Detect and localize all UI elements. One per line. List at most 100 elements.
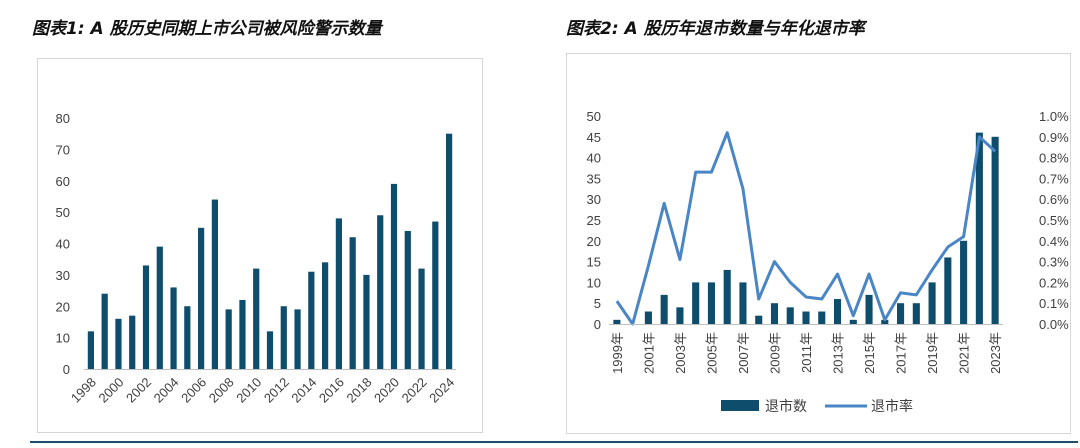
- bar: [692, 282, 700, 324]
- bar: [156, 246, 163, 369]
- bar: [363, 274, 370, 369]
- bar: [755, 315, 763, 324]
- x-tick-label: 2011年: [799, 332, 814, 373]
- y-tick-label: 20: [56, 299, 70, 314]
- bar: [87, 331, 94, 369]
- bar: [865, 294, 873, 324]
- y-right-tick-label: 0.2%: [1039, 275, 1069, 290]
- y-left-tick-label: 25: [587, 213, 601, 228]
- y-tick-label: 80: [56, 111, 70, 126]
- bar: [960, 240, 968, 324]
- x-tick-label: 2006: [178, 375, 209, 406]
- bar: [676, 307, 684, 324]
- y-tick-label: 40: [56, 237, 70, 252]
- x-tick-label: 2016: [316, 375, 347, 406]
- chart1-svg: 0 10 20 30 40 50 60 70 80 19982000200220042006200…: [56, 111, 458, 406]
- x-tick-label: 2008: [206, 375, 237, 406]
- chart1-title: 图表1: A 股历史同期上市公司被风险警示数量: [32, 19, 382, 39]
- x-tick-label: 2020: [371, 375, 402, 406]
- x-tick-label: 2022: [399, 375, 430, 406]
- y-right-tick-label: 0.3%: [1039, 255, 1069, 270]
- y-left-tick-label: 15: [587, 255, 601, 270]
- bar: [881, 319, 889, 324]
- bar: [786, 307, 794, 324]
- chart2-title: 图表2: A 股历年退市数量与年化退市率: [566, 19, 865, 39]
- bar: [802, 311, 810, 324]
- y-tick-label: 0: [63, 362, 70, 377]
- bar: [239, 299, 246, 369]
- x-tick-label: 2003年: [673, 332, 688, 374]
- x-tick-label: 2018: [344, 375, 375, 406]
- bar: [349, 237, 356, 369]
- bar: [211, 199, 218, 369]
- y-tick-label: 50: [56, 205, 70, 220]
- chart1-frame: 0 10 20 30 40 50 60 70 80 1998 2000 2002 2004 2006 200…: [37, 58, 483, 433]
- bottom-rule: [30, 441, 1078, 443]
- chart2-svg: 0 5 10 15 20 25 30 35 40 45 50 0.0% 0.1% 0.2% 0.3% 0.4%…: [587, 109, 1070, 414]
- legend-label: 退市率: [871, 398, 913, 414]
- bar: [253, 268, 260, 369]
- bar: [308, 271, 315, 369]
- y-tick-label: 10: [56, 331, 70, 346]
- x-tick-label: 1998: [68, 375, 99, 406]
- bar: [723, 269, 731, 324]
- bar: [280, 306, 287, 369]
- bar: [390, 183, 398, 369]
- x-tick-label: 2014: [288, 375, 319, 406]
- y-left-tick-label: 50: [587, 109, 601, 124]
- x-tick-label: 2024: [426, 375, 457, 406]
- y-right-tick-label: 0.5%: [1039, 213, 1069, 228]
- bar: [644, 311, 652, 324]
- bar: [613, 319, 621, 324]
- bar: [739, 282, 747, 324]
- x-tick-label: 2000: [96, 375, 127, 406]
- bar: [912, 303, 920, 324]
- series-line: [615, 131, 997, 326]
- bar: [418, 268, 425, 369]
- x-tick-label: 2015年: [862, 332, 877, 374]
- y-left-tick-label: 45: [587, 130, 601, 145]
- x-tick-label: 2009年: [767, 332, 782, 374]
- y-left-tick-label: 10: [587, 275, 601, 290]
- y-left-tick-label: 0: [594, 317, 601, 332]
- y-right-tick-label: 0.4%: [1039, 234, 1069, 249]
- bar: [266, 331, 274, 369]
- y-left-tick-label: 5: [594, 296, 601, 311]
- bar: [833, 299, 842, 324]
- y-tick-label: 60: [56, 174, 70, 189]
- bar: [707, 282, 715, 324]
- y-tick-label: 70: [56, 142, 70, 157]
- y-left-tick-label: 35: [587, 171, 601, 186]
- y-left-tick-label: 20: [587, 234, 601, 249]
- y-right-tick-label: 0.1%: [1039, 296, 1069, 311]
- bar: [322, 262, 329, 369]
- x-tick-label: 2007年: [736, 332, 751, 374]
- x-tick-label: 2021年: [957, 332, 972, 374]
- y-right-tick-label: 0.8%: [1039, 151, 1069, 166]
- bar: [432, 221, 439, 369]
- x-tick-label: 2019年: [925, 332, 940, 374]
- x-tick-label: 2010: [233, 375, 264, 406]
- bar: [897, 303, 905, 324]
- legend-label: 退市数: [765, 398, 807, 414]
- bar: [818, 311, 826, 324]
- bar: [660, 294, 668, 324]
- bar: [404, 230, 411, 369]
- x-tick-label: 2023年: [988, 332, 1003, 374]
- y-right-tick-label: 1.0%: [1039, 109, 1069, 124]
- bar: [115, 318, 122, 369]
- chart2-frame: 0 5 10 15 20 25 30 35 40 45 50 0.0% 0.1% 0.2% 0.3% 0.4%…: [566, 53, 1071, 434]
- bar: [142, 265, 150, 369]
- bar: [944, 257, 952, 324]
- bar: [770, 303, 779, 324]
- bar: [849, 319, 857, 324]
- bar: [377, 215, 384, 369]
- y-right-tick-label: 0.6%: [1039, 192, 1069, 207]
- x-tick-label: 2005年: [704, 332, 719, 374]
- x-tick-label: 2002: [123, 375, 154, 406]
- x-tick-label: 2001年: [641, 332, 656, 374]
- x-tick-label: 2012: [261, 375, 292, 406]
- x-tick-label: 2004: [151, 375, 182, 406]
- bar: [294, 309, 301, 369]
- bar: [975, 132, 983, 324]
